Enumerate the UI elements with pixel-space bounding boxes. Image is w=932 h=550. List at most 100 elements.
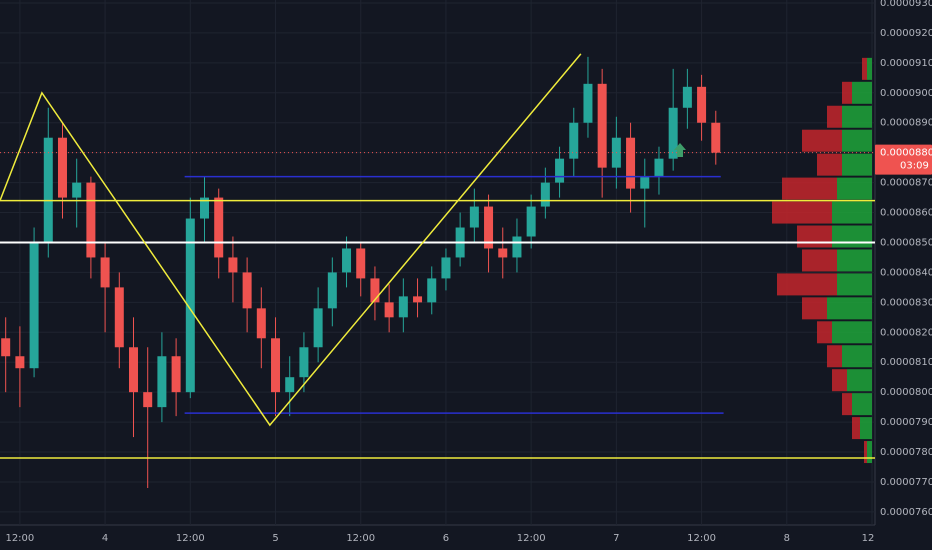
candle-body: [441, 257, 451, 279]
profile-down: [827, 105, 842, 128]
y-tick-label: 0.0000910: [880, 58, 932, 69]
profile-up: [837, 249, 872, 272]
profile-down: [832, 369, 847, 392]
candle-body: [157, 356, 167, 408]
profile-up: [837, 177, 872, 200]
candle-body: [356, 248, 366, 279]
candle-body: [242, 272, 252, 309]
zigzag: [0, 53, 582, 427]
profile-up: [842, 153, 872, 176]
y-tick-label: 0.0000840: [880, 267, 932, 278]
x-tick-label: 12:00: [176, 533, 205, 544]
profile-up: [832, 321, 872, 344]
candle-body: [583, 83, 593, 123]
y-tick-label: 0.0000920: [880, 28, 932, 39]
axes: 0.0000930 0.0000920 0.0000910 0.0000900 0.00…: [5, 0, 932, 544]
candle-body: [313, 308, 323, 348]
candle-body: [342, 248, 352, 273]
candle-body: [29, 242, 39, 369]
profile-up: [847, 369, 872, 392]
profile-down: [802, 297, 827, 320]
profile-up: [860, 417, 872, 440]
y-tick-label: 0.0000860: [880, 208, 932, 219]
candle-body: [711, 122, 721, 153]
candle-body: [526, 206, 536, 237]
candle-body: [171, 356, 181, 393]
candle-body: [640, 176, 650, 189]
profile-up: [852, 393, 872, 416]
y-tick-label: 0.0000900: [880, 88, 932, 99]
candle-body: [484, 206, 494, 249]
x-tick-label: 12:00: [5, 533, 34, 544]
candle-body: [498, 248, 508, 258]
x-tick-label: 12:00: [346, 533, 375, 544]
profile-down: [797, 225, 832, 248]
profile-up: [852, 81, 872, 104]
profile-down: [864, 441, 867, 464]
y-tick-label: 0.0000810: [880, 357, 932, 368]
candle-body: [299, 347, 309, 378]
candle-body: [682, 86, 692, 108]
y-tick-label: 0.0000890: [880, 118, 932, 129]
profile-down: [852, 417, 860, 440]
candle-body: [555, 158, 565, 183]
y-tick-label: 0.0000780: [880, 447, 932, 458]
drawings: [0, 53, 875, 459]
last-price-box: [875, 144, 932, 175]
candle-body: [597, 83, 607, 168]
candle-body: [569, 122, 579, 159]
profile-down: [827, 345, 842, 368]
y-tick-label: 0.0000800: [880, 387, 932, 398]
candle-body: [86, 182, 96, 258]
profile-down: [782, 177, 837, 200]
y-tick-label: 0.0000820: [880, 327, 932, 338]
x-tick-label: 12:00: [687, 533, 716, 544]
profile-up: [842, 345, 872, 368]
y-tick-label: 0.0000930: [880, 0, 932, 9]
candle-body: [143, 392, 153, 408]
candle-body: [128, 347, 138, 393]
x-tick-label: 7: [613, 533, 619, 544]
x-tick-label: 12:00: [517, 533, 546, 544]
x-tick-label: 6: [443, 533, 449, 544]
candle-body: [256, 308, 266, 339]
x-tick-label: 5: [272, 533, 278, 544]
candle-body: [114, 287, 124, 348]
profile-up: [832, 225, 872, 248]
profile-down: [862, 57, 867, 80]
profile-up: [832, 201, 872, 224]
candle-body: [1, 338, 11, 357]
x-tick-label: 4: [102, 533, 108, 544]
y-tick-label: 0.0000790: [880, 417, 932, 428]
y-tick-label: 0.0000870: [880, 178, 932, 189]
candle-body: [185, 218, 195, 393]
signal-arrow: [674, 143, 686, 157]
profile-up: [867, 57, 872, 80]
candle-body: [384, 302, 394, 318]
profile-down: [842, 81, 852, 104]
y-tick-label: 0.0000830: [880, 297, 932, 308]
y-tick-label: 0.0000760: [880, 507, 932, 518]
profile-down: [772, 201, 832, 224]
profile-down: [817, 153, 842, 176]
candle-body: [15, 356, 25, 369]
x-tick-label: 8: [784, 533, 790, 544]
x-tick-label: 12: [862, 533, 875, 544]
candle-body: [697, 86, 707, 123]
candle-body: [626, 137, 636, 189]
profile-down: [802, 129, 842, 152]
candle-body: [413, 296, 423, 303]
profile-up: [867, 441, 872, 464]
candle-body: [285, 377, 295, 393]
y-tick-label: 0.0000770: [880, 477, 932, 488]
candle-body: [100, 257, 110, 288]
candle-body: [214, 197, 224, 258]
profile-up: [842, 105, 872, 128]
profile-up: [827, 297, 872, 320]
candle-body: [200, 197, 210, 219]
candle-body: [469, 206, 479, 228]
candle-body: [228, 257, 238, 273]
countdown: 03:09: [900, 161, 929, 172]
